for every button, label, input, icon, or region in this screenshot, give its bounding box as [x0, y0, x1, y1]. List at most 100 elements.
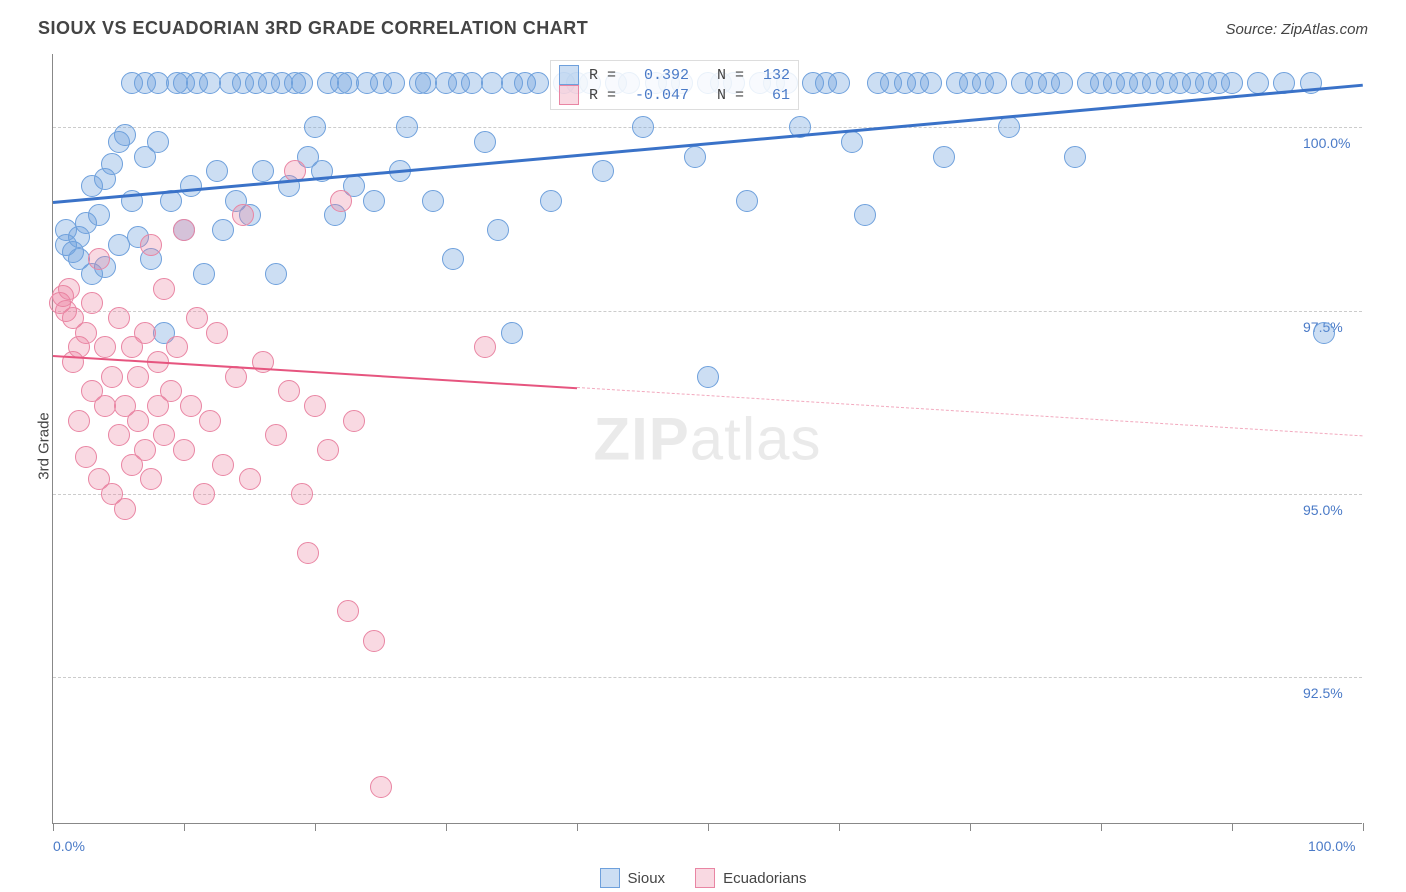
- x-tick: [708, 823, 709, 831]
- gridline: [53, 311, 1362, 312]
- data-point: [173, 439, 195, 461]
- data-point: [212, 219, 234, 241]
- data-point: [140, 234, 162, 256]
- data-point: [1313, 322, 1335, 344]
- stats-label: N =: [699, 87, 753, 104]
- data-point: [363, 190, 385, 212]
- stats-label: R =: [589, 87, 625, 104]
- stats-box: R = 0.392 N = 132R = -0.047 N = 61: [550, 60, 799, 110]
- x-tick: [1232, 823, 1233, 831]
- x-tick-label-left: 0.0%: [53, 838, 85, 854]
- x-tick: [184, 823, 185, 831]
- data-point: [193, 483, 215, 505]
- data-point: [206, 160, 228, 182]
- data-point: [684, 146, 706, 168]
- data-point: [166, 336, 188, 358]
- x-tick: [839, 823, 840, 831]
- stats-r-value: 0.392: [635, 67, 689, 84]
- data-point: [193, 263, 215, 285]
- data-point: [212, 454, 234, 476]
- data-point: [474, 336, 496, 358]
- watermark: ZIPatlas: [593, 404, 821, 473]
- data-point: [134, 439, 156, 461]
- data-point: [828, 72, 850, 94]
- data-point: [88, 248, 110, 270]
- legend-item: Ecuadorians: [695, 868, 806, 888]
- x-tick: [315, 823, 316, 831]
- data-point: [854, 204, 876, 226]
- data-point: [527, 72, 549, 94]
- data-point: [225, 366, 247, 388]
- data-point: [291, 483, 313, 505]
- data-point: [474, 131, 496, 153]
- data-point: [317, 439, 339, 461]
- data-point: [933, 146, 955, 168]
- data-point: [180, 395, 202, 417]
- data-point: [487, 219, 509, 241]
- title-bar: SIOUX VS ECUADORIAN 3RD GRADE CORRELATIO…: [38, 18, 1368, 39]
- chart-container: SIOUX VS ECUADORIAN 3RD GRADE CORRELATIO…: [0, 0, 1406, 892]
- y-tick-label: 95.0%: [1303, 502, 1343, 518]
- data-point: [140, 468, 162, 490]
- x-tick: [1101, 823, 1102, 831]
- watermark-bold: ZIP: [593, 405, 689, 472]
- x-tick-label-right: 100.0%: [1308, 838, 1355, 854]
- gridline: [53, 677, 1362, 678]
- data-point: [343, 410, 365, 432]
- data-point: [88, 204, 110, 226]
- data-point: [127, 410, 149, 432]
- data-point: [337, 600, 359, 622]
- data-point: [297, 542, 319, 564]
- data-point: [160, 380, 182, 402]
- chart-title: SIOUX VS ECUADORIAN 3RD GRADE CORRELATIO…: [38, 18, 588, 39]
- gridline: [53, 494, 1362, 495]
- data-point: [422, 190, 444, 212]
- data-point: [58, 278, 80, 300]
- trend-line-dashed: [577, 387, 1363, 436]
- data-point: [232, 204, 254, 226]
- data-point: [330, 190, 352, 212]
- data-point: [1221, 72, 1243, 94]
- data-point: [841, 131, 863, 153]
- data-point: [1064, 146, 1086, 168]
- data-point: [114, 124, 136, 146]
- data-point: [147, 131, 169, 153]
- data-point: [239, 468, 261, 490]
- legend-label: Sioux: [628, 870, 666, 887]
- x-tick: [970, 823, 971, 831]
- legend-label: Ecuadorians: [723, 870, 806, 887]
- data-point: [396, 116, 418, 138]
- data-point: [998, 116, 1020, 138]
- data-point: [75, 322, 97, 344]
- x-tick: [1363, 823, 1364, 831]
- data-point: [278, 380, 300, 402]
- data-point: [153, 424, 175, 446]
- data-point: [180, 175, 202, 197]
- y-tick-label: 100.0%: [1303, 135, 1350, 151]
- data-point: [920, 72, 942, 94]
- data-point: [114, 498, 136, 520]
- legend-item: Sioux: [600, 868, 666, 888]
- data-point: [985, 72, 1007, 94]
- data-point: [199, 410, 221, 432]
- data-point: [291, 72, 313, 94]
- stats-n-value: 61: [763, 87, 790, 104]
- legend-swatch: [695, 868, 715, 888]
- y-axis-label: 3rd Grade: [35, 412, 52, 480]
- data-point: [265, 424, 287, 446]
- x-tick: [446, 823, 447, 831]
- data-point: [94, 336, 116, 358]
- data-point: [304, 116, 326, 138]
- data-point: [108, 424, 130, 446]
- data-point: [304, 395, 326, 417]
- data-point: [81, 292, 103, 314]
- stats-label: R =: [589, 67, 625, 84]
- watermark-rest: atlas: [690, 405, 822, 472]
- stats-r-value: -0.047: [635, 87, 689, 104]
- data-point: [127, 366, 149, 388]
- data-point: [173, 219, 195, 241]
- data-point: [697, 366, 719, 388]
- source-label: Source: ZipAtlas.com: [1225, 21, 1368, 38]
- data-point: [1051, 72, 1073, 94]
- data-point: [442, 248, 464, 270]
